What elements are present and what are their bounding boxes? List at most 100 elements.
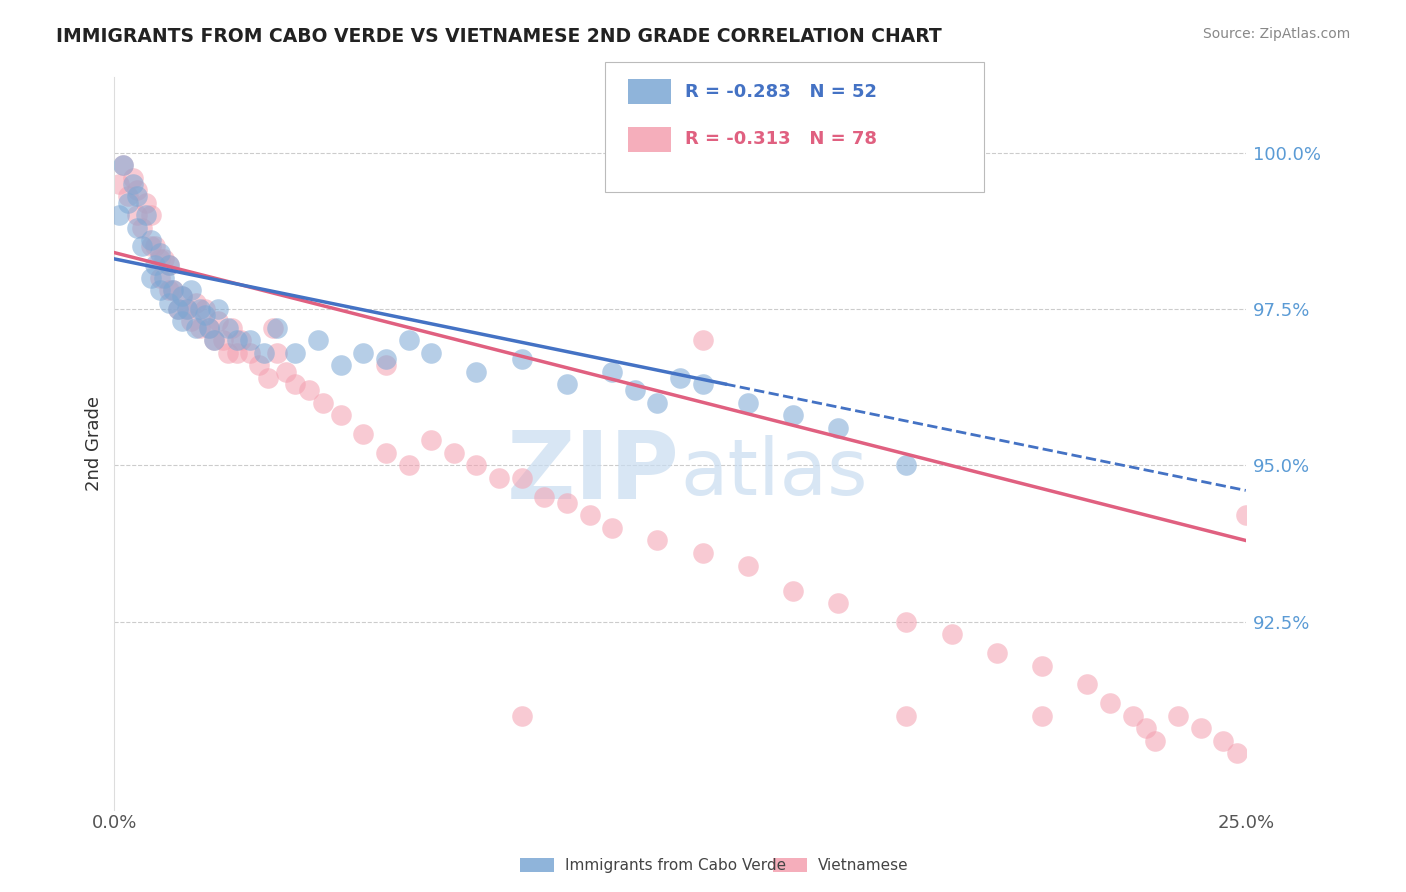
Point <box>172 314 194 328</box>
Point <box>374 446 396 460</box>
Point <box>202 333 225 347</box>
Point <box>1226 746 1249 760</box>
Point <box>139 208 162 222</box>
Point <box>184 320 207 334</box>
Point <box>896 615 918 629</box>
Point <box>284 377 307 392</box>
Point <box>108 208 131 222</box>
Point <box>157 295 180 310</box>
Point <box>510 351 533 366</box>
Point <box>624 384 647 398</box>
Point <box>896 708 918 723</box>
Point <box>135 195 157 210</box>
Point <box>149 283 172 297</box>
Point <box>600 365 623 379</box>
Point <box>121 170 143 185</box>
Text: R = -0.313   N = 78: R = -0.313 N = 78 <box>685 130 877 148</box>
Point <box>555 496 578 510</box>
Point <box>143 258 166 272</box>
Point <box>162 283 184 297</box>
Point <box>986 646 1008 660</box>
Point <box>1098 696 1121 710</box>
Point <box>374 358 396 372</box>
Point <box>207 301 229 316</box>
Point <box>180 283 202 297</box>
Point <box>600 521 623 535</box>
Point <box>1144 733 1167 747</box>
Point <box>180 314 202 328</box>
Point <box>398 333 420 347</box>
Text: Immigrants from Cabo Verde: Immigrants from Cabo Verde <box>565 858 786 872</box>
Point <box>217 345 239 359</box>
Point <box>1031 708 1053 723</box>
Point <box>352 345 374 359</box>
Point <box>311 396 333 410</box>
Text: Vietnamese: Vietnamese <box>818 858 908 872</box>
Point <box>166 301 188 316</box>
Point <box>692 546 714 560</box>
Point <box>692 377 714 392</box>
Point <box>533 490 555 504</box>
Point <box>941 627 963 641</box>
Point <box>578 508 600 523</box>
Point <box>262 320 284 334</box>
Point <box>782 409 804 423</box>
Point <box>202 333 225 347</box>
Point <box>465 365 488 379</box>
Point <box>112 158 135 172</box>
Point <box>194 301 217 316</box>
Point <box>135 208 157 222</box>
Point <box>117 195 139 210</box>
Point <box>149 270 172 285</box>
Point <box>131 239 153 253</box>
Point <box>239 345 262 359</box>
Text: IMMIGRANTS FROM CABO VERDE VS VIETNAMESE 2ND GRADE CORRELATION CHART: IMMIGRANTS FROM CABO VERDE VS VIETNAMESE… <box>56 27 942 45</box>
Point <box>488 471 510 485</box>
Point <box>229 333 252 347</box>
Point <box>1135 721 1157 735</box>
Point <box>737 558 759 573</box>
Point <box>329 358 352 372</box>
Point <box>125 189 148 203</box>
Point <box>266 320 288 334</box>
Point <box>647 396 669 410</box>
Point <box>131 220 153 235</box>
Point <box>398 458 420 473</box>
Point <box>212 333 235 347</box>
Point <box>420 434 443 448</box>
Point <box>298 384 321 398</box>
Point <box>221 320 243 334</box>
Point <box>162 283 184 297</box>
Text: ZIP: ZIP <box>508 426 681 519</box>
Point <box>149 245 172 260</box>
Point <box>692 333 714 347</box>
Point <box>307 333 329 347</box>
Point <box>207 314 229 328</box>
Point <box>149 252 172 266</box>
Point <box>153 252 176 266</box>
Point <box>125 183 148 197</box>
Point <box>108 177 131 191</box>
Point <box>510 471 533 485</box>
Point <box>555 377 578 392</box>
Point <box>276 365 298 379</box>
Point <box>194 308 217 322</box>
Point <box>465 458 488 473</box>
Point <box>284 345 307 359</box>
Point <box>139 233 162 247</box>
Point <box>172 289 194 303</box>
Text: Source: ZipAtlas.com: Source: ZipAtlas.com <box>1202 27 1350 41</box>
Point <box>225 345 247 359</box>
Point <box>239 333 262 347</box>
Point <box>157 258 180 272</box>
Point <box>139 239 162 253</box>
Point <box>647 533 669 548</box>
Point <box>172 289 194 303</box>
Point <box>176 301 198 316</box>
Point <box>1212 733 1234 747</box>
Point <box>669 371 692 385</box>
Point <box>125 208 148 222</box>
Point <box>225 333 247 347</box>
Point <box>896 458 918 473</box>
Point <box>190 320 212 334</box>
